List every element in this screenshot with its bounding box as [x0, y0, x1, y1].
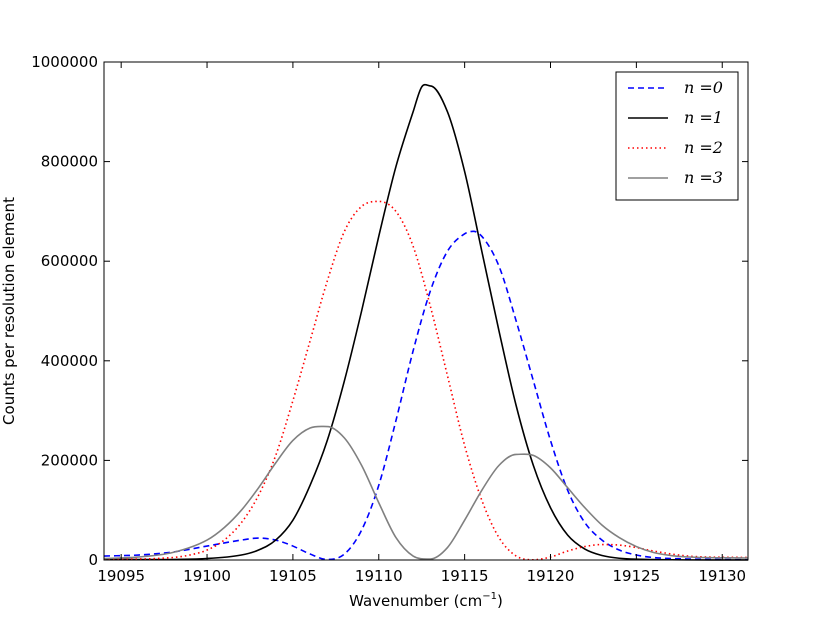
- axis-ticks: 19095 19100 19105 19110 19115 19120 19125 19130…: [31, 53, 748, 585]
- plot-area-frame: [103, 61, 749, 561]
- x-tick-label: 19125: [613, 567, 661, 585]
- x-tick-label: 19095: [97, 567, 145, 585]
- x-tick-label: 19120: [527, 567, 575, 585]
- series-line-2: [103, 200, 749, 561]
- x-tick-label: 19130: [698, 567, 746, 585]
- y-tick-label: 800000: [41, 153, 98, 171]
- y-axis-label: Counts per resolution element: [0, 197, 18, 425]
- y-tick-label: 200000: [41, 451, 98, 469]
- series-line-0: [103, 230, 749, 561]
- x-tick-label: 19100: [183, 567, 231, 585]
- x-tick-label: 19110: [355, 567, 403, 585]
- legend-label: n =1: [684, 108, 723, 127]
- legend-label: n =0: [684, 78, 723, 97]
- legend-label: n =2: [684, 138, 723, 157]
- y-tick-label: 400000: [41, 352, 98, 370]
- legend-label: n =3: [684, 168, 723, 187]
- series-lines: [103, 83, 749, 561]
- series-line-1: [103, 83, 749, 561]
- x-axis-label: Wavenumber (cm−1): [349, 591, 503, 610]
- legend: n =0 n =1 n =2 n =3: [615, 71, 739, 201]
- y-tick-label: 600000: [41, 252, 98, 270]
- x-tick-label: 19115: [441, 567, 489, 585]
- y-tick-label: 0: [88, 551, 98, 569]
- series-line-3: [103, 425, 749, 560]
- x-tick-label: 19105: [269, 567, 317, 585]
- y-tick-label: 1000000: [31, 53, 98, 71]
